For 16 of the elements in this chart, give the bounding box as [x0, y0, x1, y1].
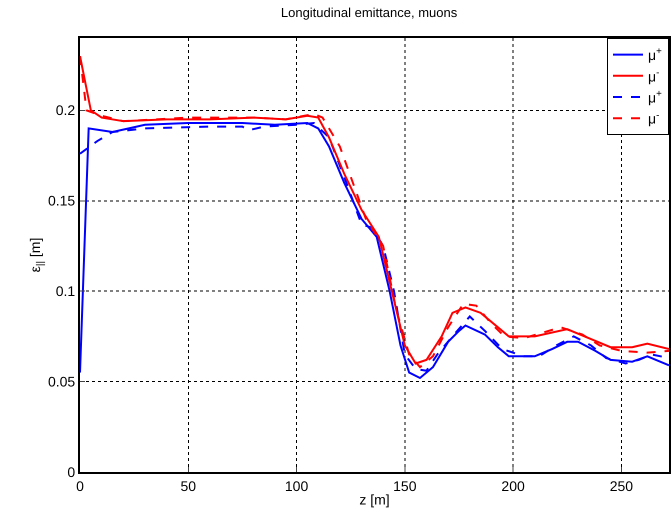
x-tick-label: 200 — [501, 478, 525, 494]
x-tick-label: 150 — [393, 478, 417, 494]
y-tick-label: 0 — [67, 464, 76, 480]
legend-label: μ$^{+}$ — [648, 46, 662, 64]
x-axis-title: z [m] — [359, 492, 390, 508]
y-tick-label: 0.05 — [48, 373, 76, 390]
x-tick-label: 50 — [180, 478, 196, 494]
y-tick-label: 0.1 — [56, 283, 76, 300]
legend-label: μ$^{-}$ — [648, 67, 660, 84]
chart-title: Longitudinal emittance, muons — [280, 4, 458, 20]
y-tick-label: 0.15 — [48, 192, 76, 209]
y-tick-label: 0.2 — [56, 102, 76, 118]
x-tick-label: 100 — [284, 478, 308, 494]
legend-label: μ$^{-}$ — [648, 110, 660, 127]
x-tick-label: 250 — [610, 478, 634, 494]
legend-label: μ$^{+}$ — [648, 88, 662, 106]
